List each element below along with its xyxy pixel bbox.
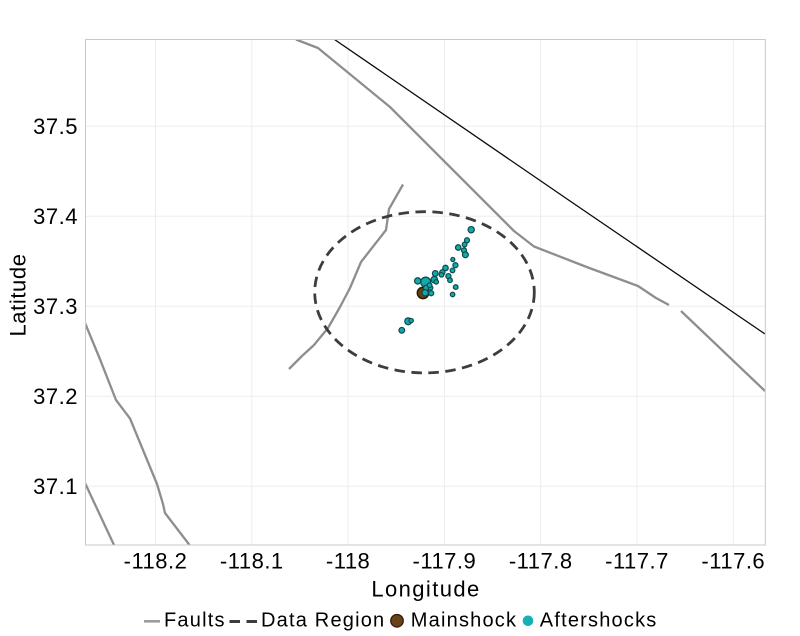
svg-text:-117.7: -117.7 bbox=[605, 549, 669, 574]
svg-text:Longitude: Longitude bbox=[371, 577, 480, 602]
svg-text:37.3: 37.3 bbox=[33, 294, 78, 319]
svg-text:-117.8: -117.8 bbox=[509, 549, 573, 574]
svg-text:Aftershocks: Aftershocks bbox=[540, 610, 658, 632]
svg-text:-118.1: -118.1 bbox=[220, 549, 284, 574]
svg-text:-117.6: -117.6 bbox=[701, 549, 765, 574]
svg-text:37.5: 37.5 bbox=[33, 114, 78, 139]
svg-text:37.2: 37.2 bbox=[33, 384, 78, 409]
svg-text:Mainshock: Mainshock bbox=[411, 610, 517, 632]
svg-text:-118: -118 bbox=[326, 549, 370, 574]
svg-text:Latitude: Latitude bbox=[6, 253, 31, 336]
svg-text:37.4: 37.4 bbox=[33, 204, 78, 229]
svg-text:-117.9: -117.9 bbox=[413, 549, 477, 574]
svg-text:37.1: 37.1 bbox=[33, 474, 78, 499]
svg-text:Faults: Faults bbox=[164, 610, 226, 632]
svg-text:Data Region: Data Region bbox=[261, 610, 385, 632]
svg-text:-118.2: -118.2 bbox=[124, 549, 188, 574]
